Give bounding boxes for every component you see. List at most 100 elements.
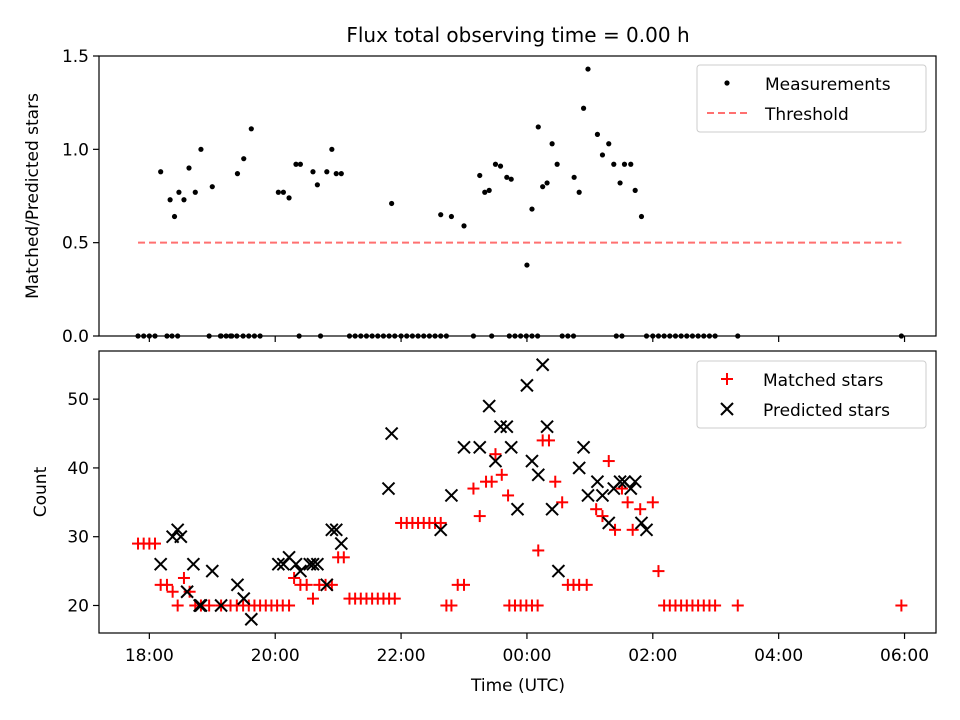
measurements-point xyxy=(544,180,550,186)
measurements-point xyxy=(167,197,173,203)
top-legend: Measurements Threshold xyxy=(696,64,927,133)
predicted-stars-point xyxy=(520,378,534,393)
matched-stars-point xyxy=(542,434,555,447)
measurements-point xyxy=(497,163,504,169)
predicted-stars-point xyxy=(384,426,399,441)
matched-stars-point xyxy=(171,599,184,612)
predicted-stars-point xyxy=(457,440,471,454)
measurements-point xyxy=(314,182,320,188)
predicted-stars-point xyxy=(381,481,396,496)
predicted-stars-point xyxy=(214,598,228,613)
matched-stars-point xyxy=(177,571,190,584)
measurements-point xyxy=(248,126,254,132)
matched-stars-point xyxy=(895,599,908,612)
bottom-y-axis-label: Count xyxy=(31,466,51,517)
bottom-axes-frame xyxy=(98,350,937,634)
predicted-stars-point xyxy=(293,564,308,578)
predicted-stars-point xyxy=(310,557,325,571)
predicted-stars-point xyxy=(500,419,514,434)
chart-title: Flux total observing time = 0.00 h xyxy=(346,23,689,47)
predicted-stars-point xyxy=(194,598,208,613)
x-axis-label: Time (UTC) xyxy=(470,676,565,696)
bottom-series-points xyxy=(132,358,908,626)
matched-stars-point xyxy=(731,599,744,612)
predicted-stars-point xyxy=(186,557,201,571)
measurements-point xyxy=(333,171,339,177)
matched-stars-point xyxy=(467,482,480,495)
measurements-point xyxy=(186,165,192,171)
measurements-point xyxy=(628,161,634,167)
predicted-stars-point xyxy=(504,440,518,454)
predicted-stars-point xyxy=(628,474,642,489)
measurements-point xyxy=(461,223,467,229)
matched-stars-point xyxy=(434,516,447,529)
top-panel: 0.0 0.5 1.0 1.5 Matched/Predicted stars Mea… xyxy=(23,47,937,347)
matched-stars-point xyxy=(337,551,350,564)
bottom-panel: 20 30 40 50 18:00 20:00 22:00 00:00 02:00 04:00 0… xyxy=(31,350,937,696)
top-y-tick-label: 0.0 xyxy=(62,327,89,347)
matched-stars-point xyxy=(203,599,216,612)
x-tick-label: 06:00 xyxy=(880,646,929,666)
predicted-stars-point xyxy=(581,488,595,503)
measurements-point xyxy=(171,213,178,220)
matched-stars-point xyxy=(596,510,609,523)
measurements-point xyxy=(585,66,591,72)
predicted-stars-point xyxy=(325,523,339,537)
measurements-point xyxy=(492,161,499,167)
top-x-ticks xyxy=(148,336,906,342)
top-y-tick-label: 1.5 xyxy=(62,47,89,67)
matched-stars-point xyxy=(531,599,544,612)
measurements-point xyxy=(329,146,335,152)
x-tick-label: 22:00 xyxy=(377,646,426,666)
measurements-point xyxy=(438,212,444,218)
matched-stars-point xyxy=(556,496,569,509)
predicted-stars-point xyxy=(230,578,245,592)
bottom-y-tick-label: 50 xyxy=(67,390,89,410)
matched-stars-point xyxy=(288,571,301,584)
legend-threshold-label: Threshold xyxy=(764,105,849,125)
x-tick-label: 02:00 xyxy=(628,646,677,666)
measurements-point xyxy=(324,169,330,175)
bottom-y-tick-label: 40 xyxy=(67,459,89,479)
measurements-point xyxy=(549,141,555,147)
predicted-stars-point xyxy=(639,523,654,537)
measurements-point xyxy=(580,105,587,111)
predicted-stars-point xyxy=(590,474,605,489)
x-tick-label: 00:00 xyxy=(502,646,551,666)
measurements-point xyxy=(611,161,617,167)
predicted-stars-point xyxy=(434,523,448,537)
top-y-tick-label: 1.0 xyxy=(62,140,89,160)
matched-stars-point xyxy=(183,585,196,598)
measurements-point xyxy=(181,197,187,203)
legend-matched-marker xyxy=(721,373,733,385)
measurements-point xyxy=(508,176,514,182)
bottom-legend-box xyxy=(696,360,927,429)
predicted-stars-point xyxy=(271,557,286,571)
predicted-stars-point xyxy=(334,536,348,551)
measurements-point xyxy=(621,161,628,167)
matched-stars-point xyxy=(646,496,659,509)
predicted-stars-point xyxy=(289,557,303,571)
measurements-point xyxy=(209,184,215,190)
top-legend-box xyxy=(696,64,927,133)
measurements-point xyxy=(529,206,535,212)
top-y-ticks: 0.0 0.5 1.0 1.5 xyxy=(62,47,99,347)
predicted-stars-point xyxy=(613,474,627,489)
predicted-stars-point xyxy=(180,585,194,599)
top-y-axis-label: Matched/Predicted stars xyxy=(23,93,43,299)
bottom-x-ticks: 18:00 20:00 22:00 00:00 02:00 04:00 06:00 xyxy=(125,633,929,666)
matched-stars-point xyxy=(489,448,502,461)
matched-stars-point xyxy=(634,503,647,516)
measurements-point xyxy=(576,189,582,195)
measurements-point xyxy=(192,189,198,195)
matched-stars-point xyxy=(473,510,486,523)
legend-measurements-marker xyxy=(724,80,730,86)
predicted-stars-point xyxy=(444,488,459,503)
measurements-point xyxy=(504,174,510,180)
measurements-point xyxy=(524,262,530,268)
measurements-point xyxy=(198,146,204,152)
x-tick-label: 20:00 xyxy=(251,646,300,666)
top-y-tick-label: 0.5 xyxy=(62,234,89,254)
predicted-stars-point xyxy=(320,578,334,592)
matched-stars-point xyxy=(300,578,313,591)
